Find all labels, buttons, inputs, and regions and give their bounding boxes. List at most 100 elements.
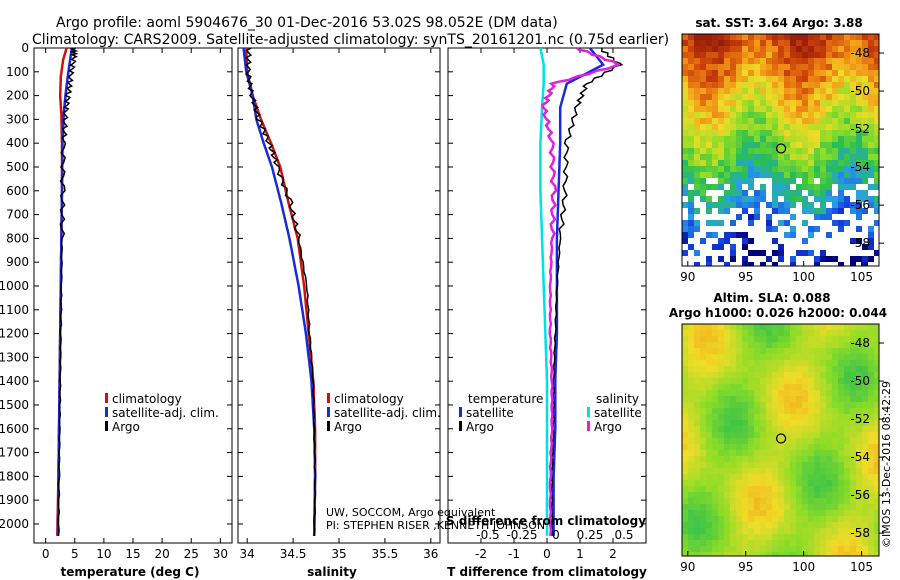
map-cell: [712, 528, 718, 534]
map-cell: [778, 420, 784, 426]
map-cell: [718, 184, 724, 190]
map-cell: [778, 342, 784, 348]
map-cell: [868, 178, 874, 184]
map-cell: [826, 88, 832, 94]
map-cell: [820, 444, 826, 450]
map-cell: [784, 474, 790, 480]
map-cell: [784, 166, 790, 172]
map-cell: [868, 232, 874, 238]
map-cell: [784, 94, 790, 100]
map-cell: [730, 64, 736, 70]
map-cell: [862, 52, 868, 58]
map-cell: [838, 330, 844, 336]
map-cell: [712, 178, 718, 184]
map-cell: [730, 432, 736, 438]
map-cell: [832, 94, 838, 100]
map-cell: [838, 480, 844, 486]
map-cell: [784, 378, 790, 384]
map-cell: [724, 88, 730, 94]
map-cell: [796, 396, 802, 402]
map-cell: [874, 534, 879, 540]
map-cell: [730, 238, 736, 244]
map-cell: [862, 546, 868, 552]
map-cell: [718, 420, 724, 426]
map-cell: [748, 136, 754, 142]
map-cell: [856, 330, 862, 336]
map-cell: [700, 492, 706, 498]
map-cell: [808, 178, 814, 184]
map-cell: [736, 540, 742, 546]
map-cell: [730, 166, 736, 172]
map-cell: [700, 408, 706, 414]
map-cell: [760, 172, 766, 178]
map-cell: [850, 480, 856, 486]
map-cell: [772, 214, 778, 220]
map-cell: [724, 504, 730, 510]
map-cell: [688, 112, 694, 118]
map-cell: [772, 130, 778, 136]
map-cell: [808, 516, 814, 522]
map-cell: [766, 438, 772, 444]
map-cell: [748, 124, 754, 130]
map-cell: [694, 40, 700, 46]
map-cell: [730, 70, 736, 76]
map-cell: [850, 396, 856, 402]
map-cell: [730, 94, 736, 100]
map-cell: [832, 262, 838, 266]
map-cell: [802, 324, 808, 330]
map-cell: [790, 238, 796, 244]
map-cell: [724, 366, 730, 372]
map-cell: [736, 498, 742, 504]
map-cell: [694, 220, 700, 226]
temperature-xlabel: temperature (deg C): [61, 565, 200, 579]
map-cell: [796, 130, 802, 136]
map-cell: [808, 106, 814, 112]
map-cell: [814, 64, 820, 70]
map-cell: [820, 124, 826, 130]
map-cell: [850, 64, 856, 70]
map-cell: [796, 480, 802, 486]
map-cell: [730, 130, 736, 136]
series-line-argo: [57, 47, 79, 536]
x-tick-label: 34: [240, 547, 255, 561]
x-tick-label: 0: [42, 547, 50, 561]
map-cell: [682, 546, 688, 552]
map-cell: [778, 354, 784, 360]
map-cell: [724, 414, 730, 420]
map-cell: [736, 384, 742, 390]
map-cell: [778, 94, 784, 100]
map-cell: [778, 70, 784, 76]
map-cell: [826, 420, 832, 426]
map-cell: [868, 480, 874, 486]
map-cell: [682, 190, 688, 196]
map-cell: [766, 330, 772, 336]
map-cell: [808, 522, 814, 528]
map-cell: [796, 534, 802, 540]
map-cell: [724, 202, 730, 208]
map-cell: [874, 238, 879, 244]
map-cell: [706, 40, 712, 46]
map-cell: [682, 336, 688, 342]
map-cell: [772, 244, 778, 250]
map-cell: [790, 34, 796, 40]
map-cell: [784, 130, 790, 136]
map-cell: [796, 52, 802, 58]
map-cell: [712, 474, 718, 480]
map-cell: [808, 372, 814, 378]
map-cell: [796, 540, 802, 546]
map-cell: [808, 82, 814, 88]
map-cell: [826, 106, 832, 112]
map-cell: [790, 136, 796, 142]
map-cell: [796, 142, 802, 148]
map-cell: [694, 178, 700, 184]
map-cell: [808, 528, 814, 534]
map-cell: [724, 540, 730, 546]
map-cell: [742, 480, 748, 486]
map-cell: [796, 474, 802, 480]
map-cell: [844, 46, 850, 52]
map-cell: [814, 546, 820, 552]
map-cell: [796, 372, 802, 378]
map-cell: [730, 202, 736, 208]
map-cell: [844, 378, 850, 384]
map-cell: [700, 522, 706, 528]
